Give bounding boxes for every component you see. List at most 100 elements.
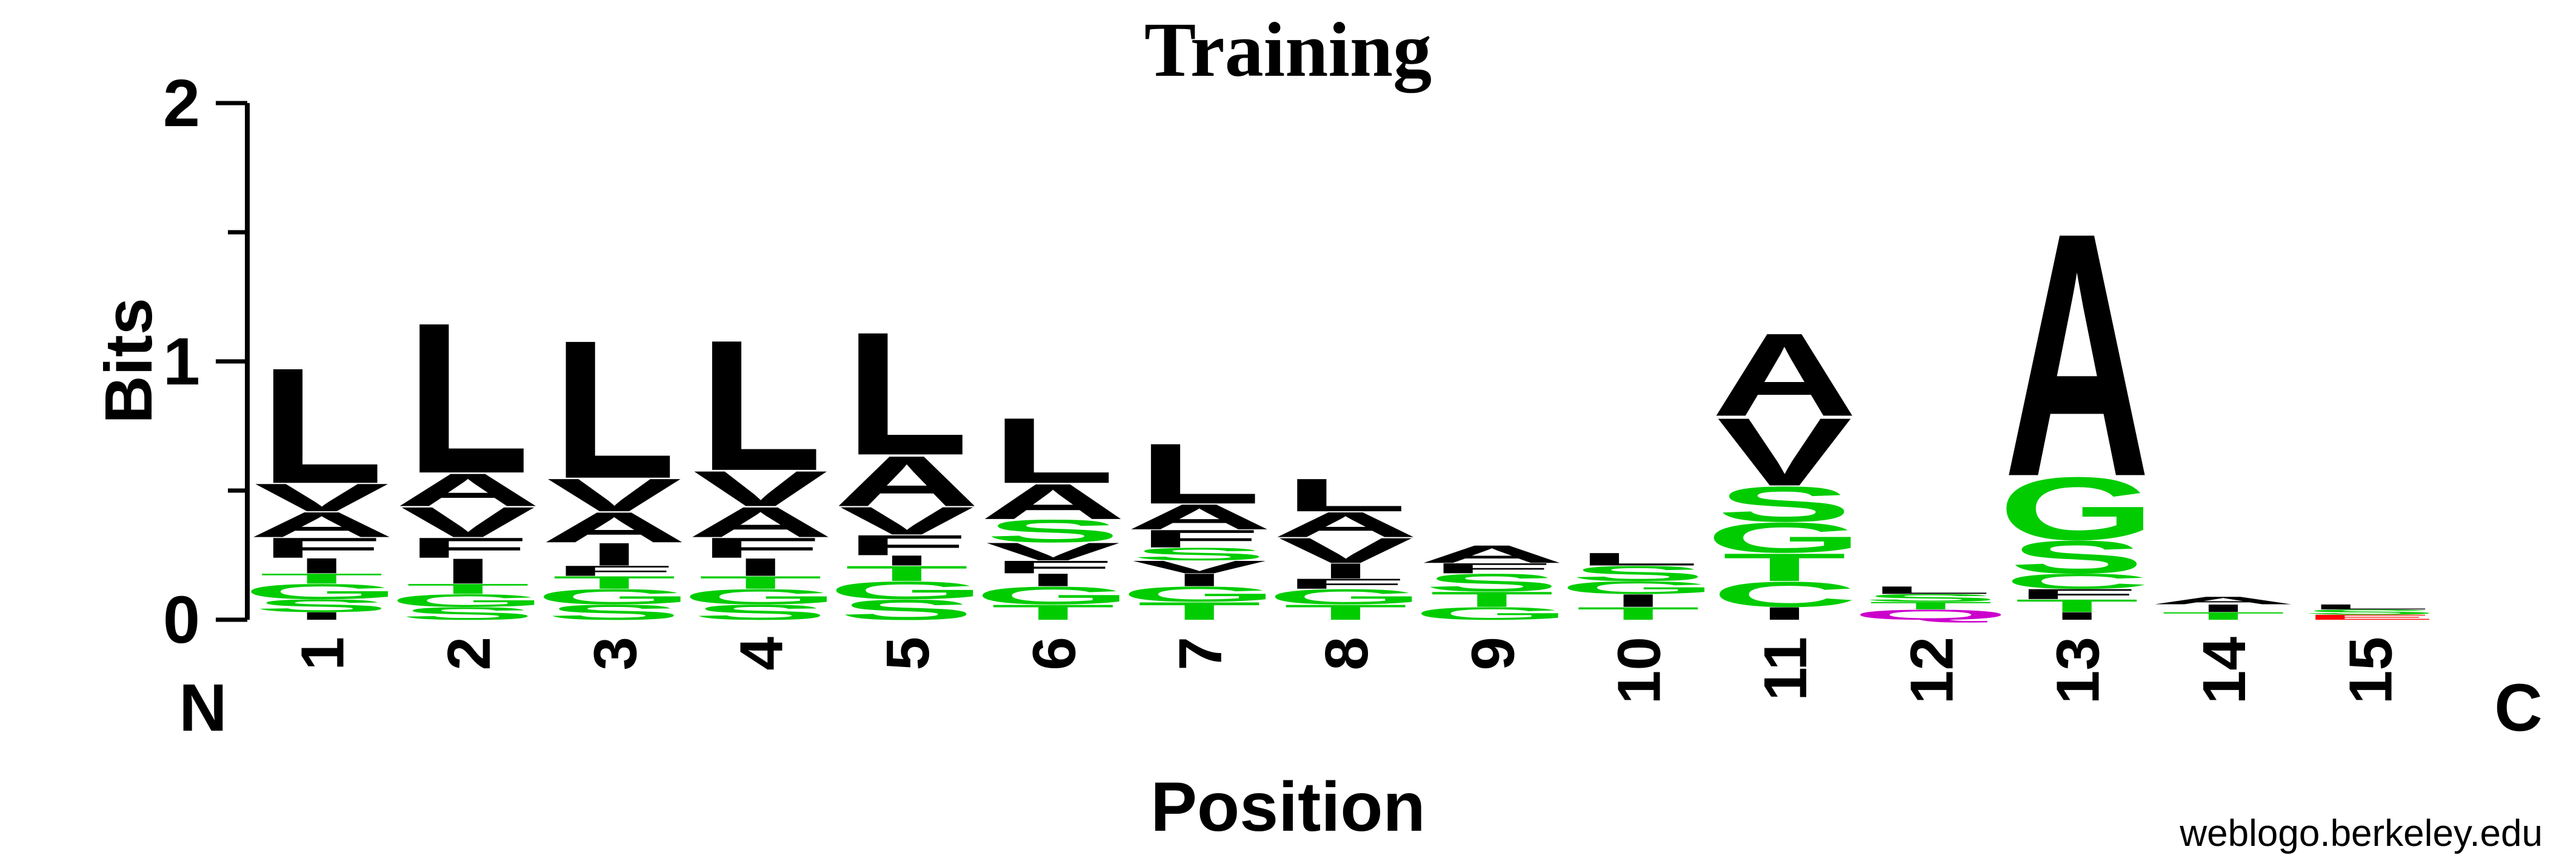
logo-letter-l: L (845, 296, 969, 492)
logo-letter-g: G (1560, 578, 1717, 598)
logo-letter-a: A (1126, 497, 1273, 537)
logo-letter-t: T (699, 572, 823, 592)
logo-letter-g: G (974, 582, 1132, 609)
logo-letter-i: I (440, 551, 496, 591)
x-tick-label: 14 (2191, 637, 2258, 705)
logo-letter-v: V (254, 475, 389, 520)
logo-letter-c: C (1711, 574, 1858, 614)
y-axis-label: Bits (92, 298, 166, 424)
x-axis-label: Position (1150, 768, 1426, 846)
logo-letter-t: T (2161, 610, 2285, 622)
logo-letter-e: E (2302, 613, 2437, 621)
x-tick-label: 9 (1459, 637, 1527, 671)
logo-letter-i: I (586, 536, 642, 572)
logo-letter-a: A (395, 464, 541, 516)
logo-letter-i: I (1025, 570, 1081, 590)
logo-letter-l: L (2307, 603, 2431, 611)
logo-letter-i: I (293, 610, 350, 622)
chart-title: Training (1144, 7, 1432, 93)
logo-letter-f: F (845, 529, 969, 562)
logo-letter-s: S (254, 596, 389, 616)
x-tick-label: 8 (1313, 637, 1381, 671)
logo-letter-a: A (249, 505, 395, 545)
logo-letter-t: T (1138, 597, 1261, 625)
logo-letter-g: G (1267, 585, 1424, 609)
letter-stacks: ISGTIFAVLSGTIFVALSGTFIAVLSGTIFAVLSGTIFVA… (243, 160, 2437, 626)
logo-letter-s: S (1424, 569, 1560, 597)
logo-letter-a: A (2004, 160, 2151, 549)
x-tick-label: 1 (289, 637, 357, 671)
logo-letter-a: A (1711, 309, 1858, 441)
logo-letter-a: A (687, 498, 834, 546)
y-axis: 0 1 2 (163, 66, 250, 657)
logo-letter-l: L (406, 278, 530, 518)
logo-letter-t: T (260, 571, 384, 586)
logo-letter-v: V (839, 499, 974, 543)
x-tick-label: 5 (874, 637, 942, 671)
logo-letter-g: G (682, 585, 839, 609)
logo-letter-f: F (1284, 576, 1407, 592)
y-tick-label: 0 (163, 583, 200, 657)
logo-letter-i: I (2049, 610, 2105, 622)
logo-letter-s: S (1717, 476, 1852, 532)
logo-letter-q: Q (1852, 607, 2009, 623)
logo-letter-s: S (1570, 562, 1706, 586)
logo-letter-l: L (552, 299, 676, 520)
logo-letter-a: A (2150, 594, 2297, 606)
logo-letter-s: S (693, 600, 828, 625)
logo-letter-f: F (2015, 586, 2139, 602)
logo-letter-s: S (1132, 544, 1267, 564)
logo-letter-a: A (833, 441, 979, 521)
x-tick-label: 4 (728, 637, 796, 671)
logo-letter-l: L (1138, 426, 1261, 522)
logo-letter-s: S (839, 594, 974, 626)
logo-letter-c: C (2004, 569, 2150, 594)
logo-letter-t: T (1430, 588, 1553, 612)
logo-letter-a: A (980, 474, 1127, 530)
logo-letter-f: F (991, 557, 1115, 577)
logo-letter-i: I (1757, 603, 1813, 623)
logo-letter-l: L (260, 334, 384, 518)
x-tick-label: 3 (581, 637, 649, 671)
logo-letter-i: I (1171, 570, 1227, 590)
x-tick-label: 11 (1752, 637, 1820, 701)
logo-letter-g: G (1121, 582, 1278, 606)
logo-letter-s: S (2302, 608, 2437, 616)
c-terminal-label: C (2494, 671, 2542, 745)
logo-letter-a: A (541, 503, 688, 551)
logo-letter-g: G (1998, 458, 2156, 558)
logo-letter-t: T (1723, 545, 1846, 589)
logo-letter-v: V (1132, 557, 1267, 577)
logo-letter-i: I (732, 553, 789, 581)
x-tick-label: 13 (2044, 637, 2112, 704)
logo-letter-f: F (699, 532, 823, 564)
n-terminal-label: N (179, 671, 227, 745)
logo-letter-i: I (2195, 602, 2252, 614)
logo-letter-t: T (2015, 596, 2139, 616)
logo-letter-i: I (1610, 591, 1666, 611)
logo-letter-s: S (2009, 531, 2144, 583)
logo-letter-s: S (400, 603, 535, 623)
logo-letter-i: I (293, 554, 350, 578)
logo-letter-g: G (828, 577, 986, 605)
logo-letter-i: I (879, 552, 935, 568)
x-axis-tick-labels: 1 2 3 4 5 6 7 8 9 10 11 12 13 14 15 (289, 637, 2405, 705)
logo-letter-g: G (1706, 514, 1863, 562)
footer-credit: weblogo.berkeley.edu (2179, 813, 2543, 854)
logo-letter-s: S (1863, 592, 1998, 604)
logo-letter-f: F (552, 563, 676, 578)
logo-letter-t: T (552, 572, 676, 592)
logo-letter-l: L (1869, 584, 1992, 596)
logo-letter-l: L (991, 398, 1115, 503)
x-tick-label: 7 (1167, 637, 1235, 671)
y-tick-label: 2 (163, 66, 200, 141)
logo-letter-f: F (260, 532, 384, 564)
x-tick-label: 6 (1020, 637, 1088, 671)
logo-letter-t: T (1869, 600, 1992, 612)
logo-letter-l: L (1284, 469, 1407, 521)
logo-letter-g: G (389, 591, 547, 611)
logo-letter-t: T (1577, 603, 1700, 623)
logo-letter-v: V (1278, 531, 1413, 571)
logo-letter-f: F (1138, 525, 1261, 552)
logo-letter-v: V (986, 538, 1121, 566)
